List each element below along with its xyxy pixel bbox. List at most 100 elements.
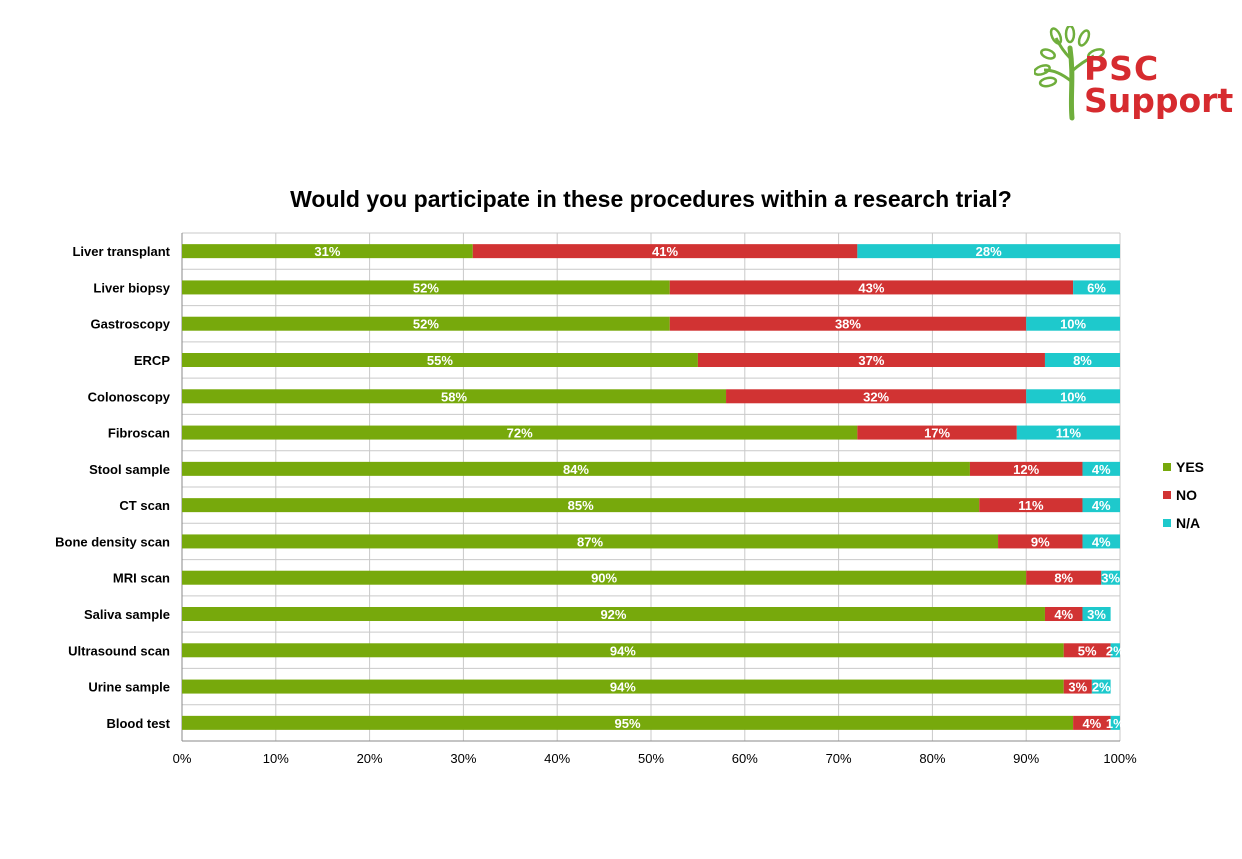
data-label: 3%	[1068, 680, 1087, 695]
bar-na-segment	[1073, 280, 1120, 295]
data-label: 85%	[568, 498, 594, 513]
bar-no-segment	[1063, 679, 1092, 694]
data-label: 94%	[610, 643, 636, 658]
x-tick-label: 20%	[357, 751, 383, 766]
data-label: 31%	[314, 244, 340, 259]
bar-no-segment	[1026, 570, 1102, 585]
bar-no-segment	[697, 353, 1045, 367]
bar-no-segment	[1063, 643, 1111, 658]
bar-na-segment	[1101, 570, 1120, 585]
data-label: 12%	[1013, 462, 1039, 477]
data-label: 38%	[835, 317, 861, 332]
legend-label: N/A	[1176, 515, 1200, 531]
category-label: Saliva sample	[84, 607, 170, 622]
x-tick-label: 70%	[826, 751, 852, 766]
data-label: 3%	[1101, 571, 1120, 586]
bar-no-segment	[969, 461, 1083, 476]
bar-no-segment	[857, 425, 1017, 440]
logo-text-support: Support	[1084, 81, 1234, 120]
data-label: 87%	[577, 534, 603, 549]
bar-na-segment	[1082, 498, 1120, 513]
category-label: Bone density scan	[55, 534, 170, 549]
data-label: 43%	[858, 280, 884, 295]
x-tick-label: 50%	[638, 751, 664, 766]
bar-yes-segment	[182, 389, 727, 404]
category-label: Gastroscopy	[91, 317, 171, 332]
legend-swatch	[1163, 491, 1171, 499]
legend-swatch	[1163, 463, 1171, 471]
data-label: 9%	[1031, 534, 1050, 549]
bar-na-segment	[1044, 353, 1120, 367]
category-label: ERCP	[134, 353, 170, 368]
data-label: 72%	[507, 426, 533, 441]
bar-yes-segment	[182, 534, 999, 549]
data-label: 4%	[1054, 607, 1073, 622]
bar-na-segment	[1082, 461, 1120, 476]
legend-swatch	[1163, 519, 1171, 527]
bar-na-segment	[1016, 425, 1120, 440]
data-label: 84%	[563, 462, 589, 477]
data-label: 32%	[863, 389, 889, 404]
bar-yes-segment	[182, 425, 858, 440]
data-label: 2%	[1092, 680, 1111, 695]
data-label: 2%	[1106, 643, 1125, 658]
x-tick-label: 0%	[173, 751, 192, 766]
bar-no-segment	[669, 280, 1074, 295]
category-label: MRI scan	[113, 571, 170, 586]
data-label: 10%	[1060, 317, 1086, 332]
data-label: 1%	[1106, 716, 1125, 731]
data-label: 94%	[610, 680, 636, 695]
data-label: 37%	[858, 353, 884, 368]
category-label: Ultrasound scan	[68, 643, 170, 658]
data-label: 6%	[1087, 280, 1106, 295]
bar-yes-segment	[182, 679, 1064, 694]
x-tick-label: 40%	[544, 751, 570, 766]
legend-label: YES	[1176, 459, 1204, 475]
x-tick-label: 80%	[919, 751, 945, 766]
data-label: 55%	[427, 353, 453, 368]
bar-na-segment	[1026, 316, 1120, 331]
logo-text-psc: PSC	[1084, 49, 1160, 88]
bar-no-segment	[979, 498, 1083, 513]
bar-yes-segment	[182, 498, 980, 513]
data-label: 41%	[652, 244, 678, 259]
data-label: 5%	[1078, 643, 1097, 658]
bar-na-segment	[1091, 679, 1111, 694]
bar-yes-segment	[182, 643, 1064, 658]
data-label: 3%	[1087, 607, 1106, 622]
chart-title: Would you participate in these procedure…	[290, 186, 1012, 212]
bar-no-segment	[1073, 715, 1111, 730]
bar-yes-segment	[182, 570, 1027, 585]
bar-na-segment	[857, 244, 1120, 259]
x-tick-label: 10%	[263, 751, 289, 766]
bar-no-segment	[669, 316, 1027, 331]
category-label: Colonoscopy	[88, 389, 171, 404]
category-label: Urine sample	[88, 680, 170, 695]
bar-yes-segment	[182, 244, 473, 259]
data-label: 8%	[1073, 353, 1092, 368]
legend-label: NO	[1176, 487, 1197, 503]
x-tick-label: 30%	[450, 751, 476, 766]
bar-na-segment	[1110, 643, 1120, 658]
x-tick-label: 90%	[1013, 751, 1039, 766]
x-tick-label: 60%	[732, 751, 758, 766]
bar-no-segment	[1044, 607, 1083, 621]
category-label: Blood test	[106, 716, 170, 731]
data-label: 52%	[413, 280, 439, 295]
data-label: 92%	[600, 607, 626, 622]
data-label: 28%	[976, 244, 1002, 259]
data-label: 95%	[615, 716, 641, 731]
category-label: Liver biopsy	[93, 280, 170, 295]
category-label: Fibroscan	[108, 426, 170, 441]
data-label: 58%	[441, 389, 467, 404]
data-label: 17%	[924, 426, 950, 441]
data-label: 4%	[1092, 498, 1111, 513]
bar-yes-segment	[182, 715, 1074, 730]
data-label: 4%	[1092, 462, 1111, 477]
data-label: 11%	[1056, 426, 1082, 441]
bar-yes-segment	[182, 280, 670, 295]
category-label: Liver transplant	[72, 244, 170, 259]
bar-na-segment	[1082, 607, 1111, 621]
data-label: 90%	[591, 571, 617, 586]
